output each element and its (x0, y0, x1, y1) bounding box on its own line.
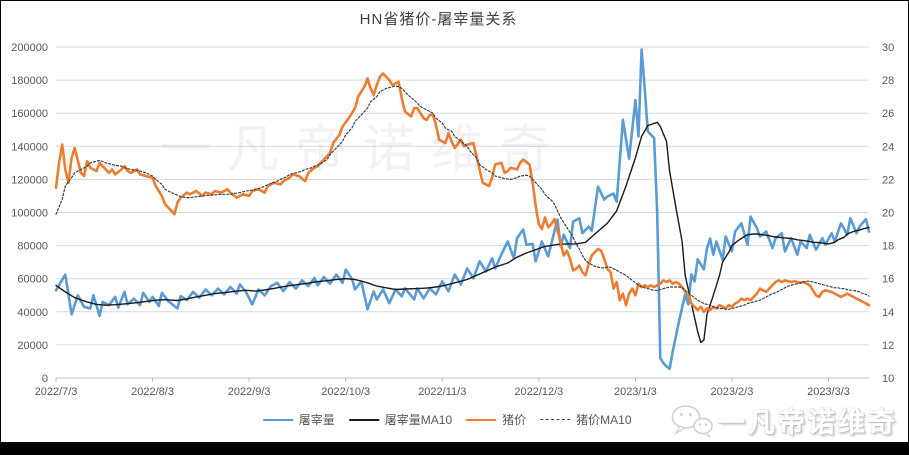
chart-plot-area: 0 20000 40000 60000 80000 100000 120000 140000 1… (11, 42, 894, 398)
legend-item-slaughter-ma10: 屠宰量MA10 (348, 411, 453, 428)
svg-text:20000: 20000 (17, 340, 48, 352)
svg-text:2022/9/3: 2022/9/3 (228, 386, 271, 398)
svg-text:2022/11/3: 2022/11/3 (418, 386, 466, 398)
svg-text:16: 16 (882, 274, 894, 286)
footer-brand: 一凡帝诺维奇 (671, 401, 898, 440)
svg-text:2022/10/3: 2022/10/3 (321, 386, 370, 398)
svg-text:14: 14 (882, 307, 894, 319)
legend-item-price: 猪价 (466, 411, 526, 428)
svg-text:2022/7/3: 2022/7/3 (35, 386, 78, 398)
slaughter-line-sample-icon (262, 418, 293, 421)
wechat-icon (671, 404, 713, 437)
svg-text:160000: 160000 (11, 108, 48, 120)
svg-text:2023/1/3: 2023/1/3 (614, 386, 657, 398)
svg-text:18: 18 (882, 241, 894, 253)
svg-text:10: 10 (882, 373, 894, 385)
svg-text:30: 30 (882, 42, 894, 54)
svg-text:120000: 120000 (11, 174, 48, 186)
svg-text:200000: 200000 (11, 42, 48, 54)
legend-label-slaughter-ma10: 屠宰量MA10 (384, 413, 453, 427)
footer-black-bar (1, 442, 908, 454)
slaughter-ma10-line-sample-icon (348, 418, 379, 421)
legend-label-price: 猪价 (502, 413, 527, 427)
svg-text:80000: 80000 (17, 241, 48, 253)
svg-text:40000: 40000 (17, 307, 48, 319)
footer-brand-text: 一凡帝诺维奇 (718, 408, 898, 438)
svg-text:60000: 60000 (17, 274, 48, 286)
chart-legend: 屠宰量 屠宰量MA10 猪价 猪价MA10 (262, 411, 632, 428)
price-ma10-line-sample-icon (540, 419, 571, 420)
legend-item-price-ma10: 猪价MA10 (540, 411, 632, 428)
svg-text:22: 22 (882, 174, 894, 186)
svg-text:180000: 180000 (11, 75, 48, 87)
legend-label-price-ma10: 猪价MA10 (576, 413, 632, 427)
svg-text:28: 28 (882, 75, 894, 87)
legend-item-slaughter: 屠宰量 (262, 411, 335, 428)
chart-title: HN省猪价-屠宰量关系 (359, 11, 518, 28)
svg-text:12: 12 (882, 340, 894, 352)
legend-label-slaughter: 屠宰量 (298, 413, 335, 427)
svg-text:2023/3/3: 2023/3/3 (807, 386, 850, 398)
svg-text:24: 24 (882, 141, 894, 153)
svg-text:26: 26 (882, 108, 894, 120)
svg-text:140000: 140000 (11, 141, 48, 153)
svg-text:0: 0 (42, 373, 48, 385)
svg-text:2023/2/3: 2023/2/3 (711, 386, 754, 398)
svg-text:20: 20 (882, 208, 894, 220)
svg-text:2022/12/3: 2022/12/3 (514, 386, 563, 398)
svg-text:100000: 100000 (11, 208, 48, 220)
svg-text:2022/8/3: 2022/8/3 (131, 386, 174, 398)
price-line-sample-icon (466, 418, 497, 421)
